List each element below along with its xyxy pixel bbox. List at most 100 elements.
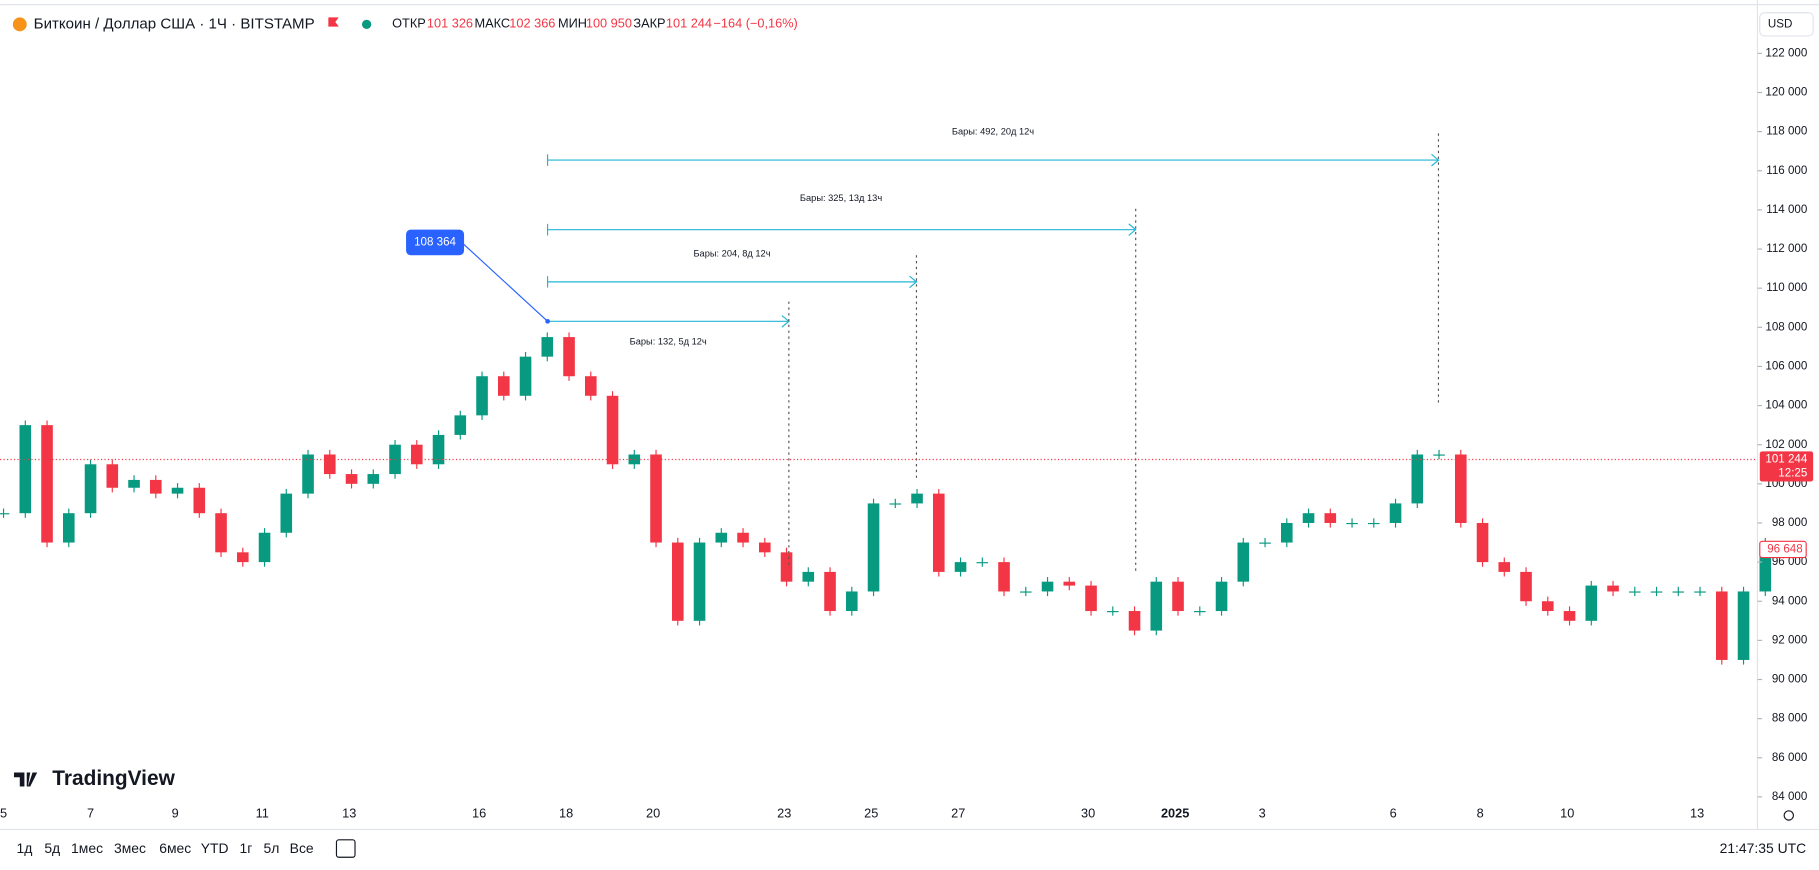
low-label: МИН: [558, 16, 587, 31]
currency-button[interactable]: [1759, 12, 1814, 37]
y-tick-label: 90 000: [1772, 673, 1807, 686]
currency[interactable]: USD: [1768, 17, 1792, 30]
candle-body: [867, 503, 880, 592]
candle-body: [1541, 601, 1554, 612]
candle-body: [1193, 611, 1206, 613]
range-button[interactable]: 3мес: [114, 840, 146, 856]
y-tick-label: 108 000: [1765, 320, 1807, 333]
candle-body: [671, 542, 684, 621]
price-tag: [1759, 540, 1807, 559]
candle-body: [1737, 591, 1750, 660]
candle-body: [758, 542, 771, 553]
candle-body: [845, 591, 858, 612]
y-tick-label: 102 000: [1765, 438, 1807, 451]
candle-body: [1389, 503, 1402, 523]
candle-body: [19, 425, 32, 514]
range-button[interactable]: 1г: [240, 840, 253, 856]
candle-body: [998, 562, 1010, 592]
candle-body: [1259, 542, 1271, 544]
close-value: 101 244: [666, 16, 712, 31]
range-label: Бары: 325, 13д 13ч: [800, 193, 882, 203]
y-tick-label: 114 000: [1766, 203, 1807, 216]
candle-body: [1215, 581, 1228, 612]
range-button[interactable]: 5л: [264, 840, 280, 856]
calendar-icon[interactable]: [335, 839, 356, 858]
coin-icon: [12, 17, 27, 32]
annotations: Бары: 132, 5д 12ч Бары: 204, 8д 12ч Бары…: [406, 127, 1440, 575]
candle-body: [1672, 591, 1685, 593]
candle-body: [954, 562, 967, 572]
range-verticals: [788, 133, 1440, 575]
candle-body: [650, 454, 662, 543]
x-tick-label: 16: [472, 806, 486, 821]
candle-body: [563, 337, 575, 377]
candle-body: [193, 487, 206, 514]
clock: 21:47:35 UTC: [1720, 840, 1807, 856]
candle-body: [1498, 562, 1511, 572]
y-tick-label: 86 000: [1772, 751, 1807, 764]
candle-body: [367, 474, 380, 484]
candle-body: [41, 425, 53, 543]
range-button[interactable]: 1д: [16, 840, 32, 856]
candle-body: [497, 376, 510, 396]
candle-body: [1085, 585, 1097, 612]
open-label: ОТКР: [392, 16, 426, 31]
candle-body: [1759, 542, 1772, 592]
range-button[interactable]: YTD: [201, 840, 229, 856]
callout-box: [406, 229, 465, 256]
candle-body: [1150, 581, 1163, 631]
candle-body: [1280, 522, 1293, 543]
change-value: −164 (−0,16%): [713, 16, 797, 31]
flag[interactable]: [328, 17, 339, 27]
x-tick-label: 5: [0, 806, 7, 821]
settings-icon[interactable]: [1783, 810, 1794, 821]
y-tick-label: 106 000: [1765, 360, 1807, 373]
candle-body: [454, 415, 467, 435]
y-tick-label: 112 000: [1766, 242, 1807, 255]
candle-body: [1237, 542, 1250, 582]
candle-body: [1694, 591, 1706, 593]
x-tick-label: 13: [342, 806, 356, 821]
y-tick-label: 104 000: [1765, 399, 1807, 412]
symbol[interactable]: Биткоин / Доллар США · 1Ч · BITSTAMP: [34, 15, 315, 32]
candle-body: [606, 395, 619, 465]
candle-body: [1302, 513, 1315, 523]
candle-body: [1585, 585, 1598, 621]
y-tick-label: 84 000: [1772, 790, 1807, 803]
y-tick-label: 116 000: [1766, 164, 1807, 177]
x-tick-label: 18: [559, 806, 573, 821]
candle-body: [1520, 571, 1532, 602]
low-value: 100 950: [586, 16, 632, 31]
y-tick-label: 98 000: [1772, 516, 1807, 529]
candle-body: [1454, 454, 1467, 523]
candle-body: [1019, 591, 1032, 593]
x-tick-label: 2025: [1161, 806, 1189, 821]
candle-body: [84, 464, 97, 514]
candle-body: [171, 487, 184, 494]
price-tag-label: 96 648: [1767, 542, 1802, 555]
candle-body: [1715, 591, 1728, 660]
x-tick-label: 20: [646, 806, 660, 821]
candle-body: [62, 513, 75, 543]
candle-body: [802, 571, 815, 582]
close-label: ЗАКР: [633, 16, 665, 31]
y-tick-label: 96 000: [1772, 555, 1807, 568]
branding: TradingView: [52, 767, 175, 790]
candle-body: [1476, 522, 1489, 563]
candle-body: [128, 479, 140, 488]
y-tick-label: 122 000: [1765, 46, 1807, 59]
range-button[interactable]: 6мес: [159, 840, 191, 856]
candle-body: [323, 454, 336, 475]
callout-line: [461, 242, 548, 322]
candle-body: [302, 454, 314, 494]
range-button[interactable]: Все: [290, 840, 314, 856]
candle-body: [389, 444, 401, 475]
candle-body: [1324, 513, 1337, 523]
range-button[interactable]: 5д: [44, 840, 60, 856]
candle-body: [1106, 611, 1119, 613]
range-button[interactable]: 1мес: [71, 840, 103, 856]
x-tick-label: 6: [1390, 806, 1397, 821]
callout-point: [545, 319, 550, 324]
